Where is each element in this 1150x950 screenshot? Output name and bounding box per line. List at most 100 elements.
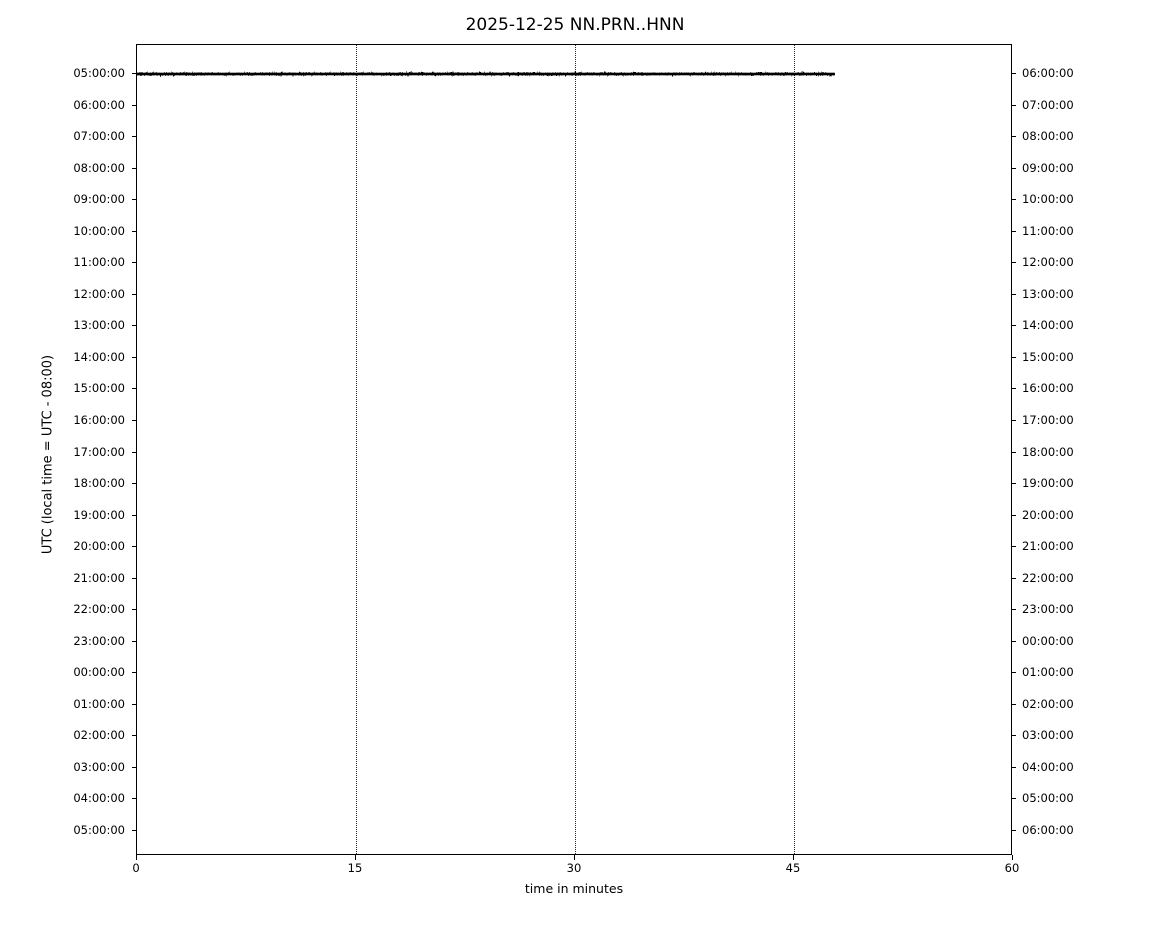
y-tick-label-right-0: 06:00:00 bbox=[1022, 66, 1074, 80]
x-tick-45 bbox=[793, 855, 794, 860]
y-tick-label-left-13: 18:00:00 bbox=[73, 476, 125, 491]
y-tick-label-right-1: 07:00:00 bbox=[1022, 97, 1074, 112]
y-tick-label-left-3: 08:00:00 bbox=[73, 160, 125, 175]
y-tick-label-left-15: 20:00:00 bbox=[73, 539, 125, 554]
y-tick-label-left-20: 01:00:00 bbox=[73, 696, 125, 711]
y-tick-left-5 bbox=[132, 230, 137, 232]
x-tick-label-30: 30 bbox=[566, 861, 582, 875]
y-tick-label-right-6: 12:00:00 bbox=[1022, 255, 1074, 270]
seismic-trace-0 bbox=[137, 67, 1011, 81]
y-tick-label-right-17: 23:00:00 bbox=[1022, 602, 1074, 617]
y-tick-right-22 bbox=[1011, 766, 1016, 768]
plot-area bbox=[136, 44, 1012, 855]
y-tick-left-2 bbox=[132, 136, 137, 138]
x-tick-60 bbox=[1012, 855, 1013, 860]
y-tick-left-13 bbox=[132, 483, 137, 485]
y-tick-label-right-10: 16:00:00 bbox=[1022, 381, 1074, 396]
y-tick-label-left-9: 14:00:00 bbox=[73, 349, 125, 364]
y-tick-left-3 bbox=[132, 167, 137, 169]
y-tick-label-left-4: 09:00:00 bbox=[73, 192, 125, 207]
x-tick-label-60: 60 bbox=[1004, 861, 1020, 875]
y-tick-label-right-20: 02:00:00 bbox=[1022, 696, 1074, 711]
y-tick-left-22 bbox=[132, 766, 137, 768]
y-tick-left-10 bbox=[132, 388, 137, 390]
y-tick-right-9 bbox=[1011, 356, 1016, 358]
y-tick-right-13 bbox=[1011, 483, 1016, 485]
x-tick-label-0: 0 bbox=[132, 861, 140, 875]
y-tick-label-right-24: 06:00:00 bbox=[1022, 823, 1074, 837]
y-tick-label-left-11: 16:00:00 bbox=[73, 412, 125, 427]
y-tick-label-right-4: 10:00:00 bbox=[1022, 192, 1074, 207]
y-tick-right-10 bbox=[1011, 388, 1016, 390]
y-tick-right-8 bbox=[1011, 325, 1016, 327]
y-tick-left-8 bbox=[132, 325, 137, 327]
x-tick-label-15: 15 bbox=[347, 861, 363, 875]
y-tick-label-left-7: 12:00:00 bbox=[73, 286, 125, 301]
y-tick-label-left-22: 03:00:00 bbox=[73, 759, 125, 774]
y-tick-label-right-16: 22:00:00 bbox=[1022, 570, 1074, 585]
y-tick-left-20 bbox=[132, 703, 137, 705]
y-tick-left-24 bbox=[132, 830, 137, 831]
y-tick-right-7 bbox=[1011, 293, 1016, 295]
y-tick-right-14 bbox=[1011, 514, 1016, 516]
y-tick-label-left-23: 04:00:00 bbox=[73, 791, 125, 806]
gridline-x-15 bbox=[356, 45, 357, 854]
y-tick-left-11 bbox=[132, 419, 137, 421]
y-tick-left-0 bbox=[132, 73, 137, 74]
y-tick-label-left-24: 05:00:00 bbox=[73, 823, 125, 837]
y-tick-right-17 bbox=[1011, 609, 1016, 611]
y-tick-right-3 bbox=[1011, 167, 1016, 169]
y-tick-label-right-8: 14:00:00 bbox=[1022, 318, 1074, 333]
y-tick-right-19 bbox=[1011, 672, 1016, 674]
y-tick-label-left-8: 13:00:00 bbox=[73, 318, 125, 333]
y-tick-label-left-2: 07:00:00 bbox=[73, 129, 125, 144]
y-tick-left-12 bbox=[132, 451, 137, 453]
gridline-x-45 bbox=[794, 45, 795, 854]
y-tick-label-left-16: 21:00:00 bbox=[73, 570, 125, 585]
y-tick-label-left-14: 19:00:00 bbox=[73, 507, 125, 522]
y-tick-label-right-7: 13:00:00 bbox=[1022, 286, 1074, 301]
gridline-x-30 bbox=[575, 45, 576, 854]
y-tick-right-11 bbox=[1011, 419, 1016, 421]
y-tick-left-16 bbox=[132, 577, 137, 579]
y-tick-label-left-19: 00:00:00 bbox=[73, 665, 125, 680]
y-tick-label-left-6: 11:00:00 bbox=[73, 255, 125, 270]
y-tick-right-1 bbox=[1011, 104, 1016, 106]
y-tick-label-left-5: 10:00:00 bbox=[73, 223, 125, 238]
y-tick-label-right-9: 15:00:00 bbox=[1022, 349, 1074, 364]
y-tick-left-1 bbox=[132, 104, 137, 106]
y-tick-right-16 bbox=[1011, 577, 1016, 579]
y-tick-label-left-21: 02:00:00 bbox=[73, 728, 125, 743]
y-tick-left-6 bbox=[132, 262, 137, 264]
y-tick-label-right-14: 20:00:00 bbox=[1022, 507, 1074, 522]
y-tick-right-12 bbox=[1011, 451, 1016, 453]
y-tick-left-23 bbox=[132, 798, 137, 800]
y-tick-label-right-13: 19:00:00 bbox=[1022, 476, 1074, 491]
y-tick-label-left-1: 06:00:00 bbox=[73, 97, 125, 112]
y-tick-label-left-12: 17:00:00 bbox=[73, 444, 125, 459]
y-tick-right-2 bbox=[1011, 136, 1016, 138]
y-tick-label-right-19: 01:00:00 bbox=[1022, 665, 1074, 680]
y-axis-label: UTC (local time = UTC - 08:00) bbox=[40, 354, 56, 555]
y-tick-label-right-15: 21:00:00 bbox=[1022, 539, 1074, 554]
y-tick-label-right-3: 09:00:00 bbox=[1022, 160, 1074, 175]
y-tick-label-right-12: 18:00:00 bbox=[1022, 444, 1074, 459]
page-title: 2025-12-25 NN.PRN..HNN bbox=[465, 15, 685, 35]
y-tick-left-4 bbox=[132, 199, 137, 201]
y-tick-label-right-2: 08:00:00 bbox=[1022, 129, 1074, 144]
y-tick-label-right-22: 04:00:00 bbox=[1022, 759, 1074, 774]
x-tick-15 bbox=[355, 855, 356, 860]
y-tick-label-left-0: 05:00:00 bbox=[73, 66, 125, 80]
y-tick-left-14 bbox=[132, 514, 137, 516]
y-tick-label-left-18: 23:00:00 bbox=[73, 633, 125, 648]
y-tick-label-left-17: 22:00:00 bbox=[73, 602, 125, 617]
y-tick-left-19 bbox=[132, 672, 137, 674]
y-tick-label-right-21: 03:00:00 bbox=[1022, 728, 1074, 743]
y-tick-right-6 bbox=[1011, 262, 1016, 264]
y-tick-label-right-23: 05:00:00 bbox=[1022, 791, 1074, 806]
y-tick-left-7 bbox=[132, 293, 137, 295]
y-tick-left-15 bbox=[132, 546, 137, 548]
y-tick-label-right-5: 11:00:00 bbox=[1022, 223, 1074, 238]
y-tick-left-17 bbox=[132, 609, 137, 611]
